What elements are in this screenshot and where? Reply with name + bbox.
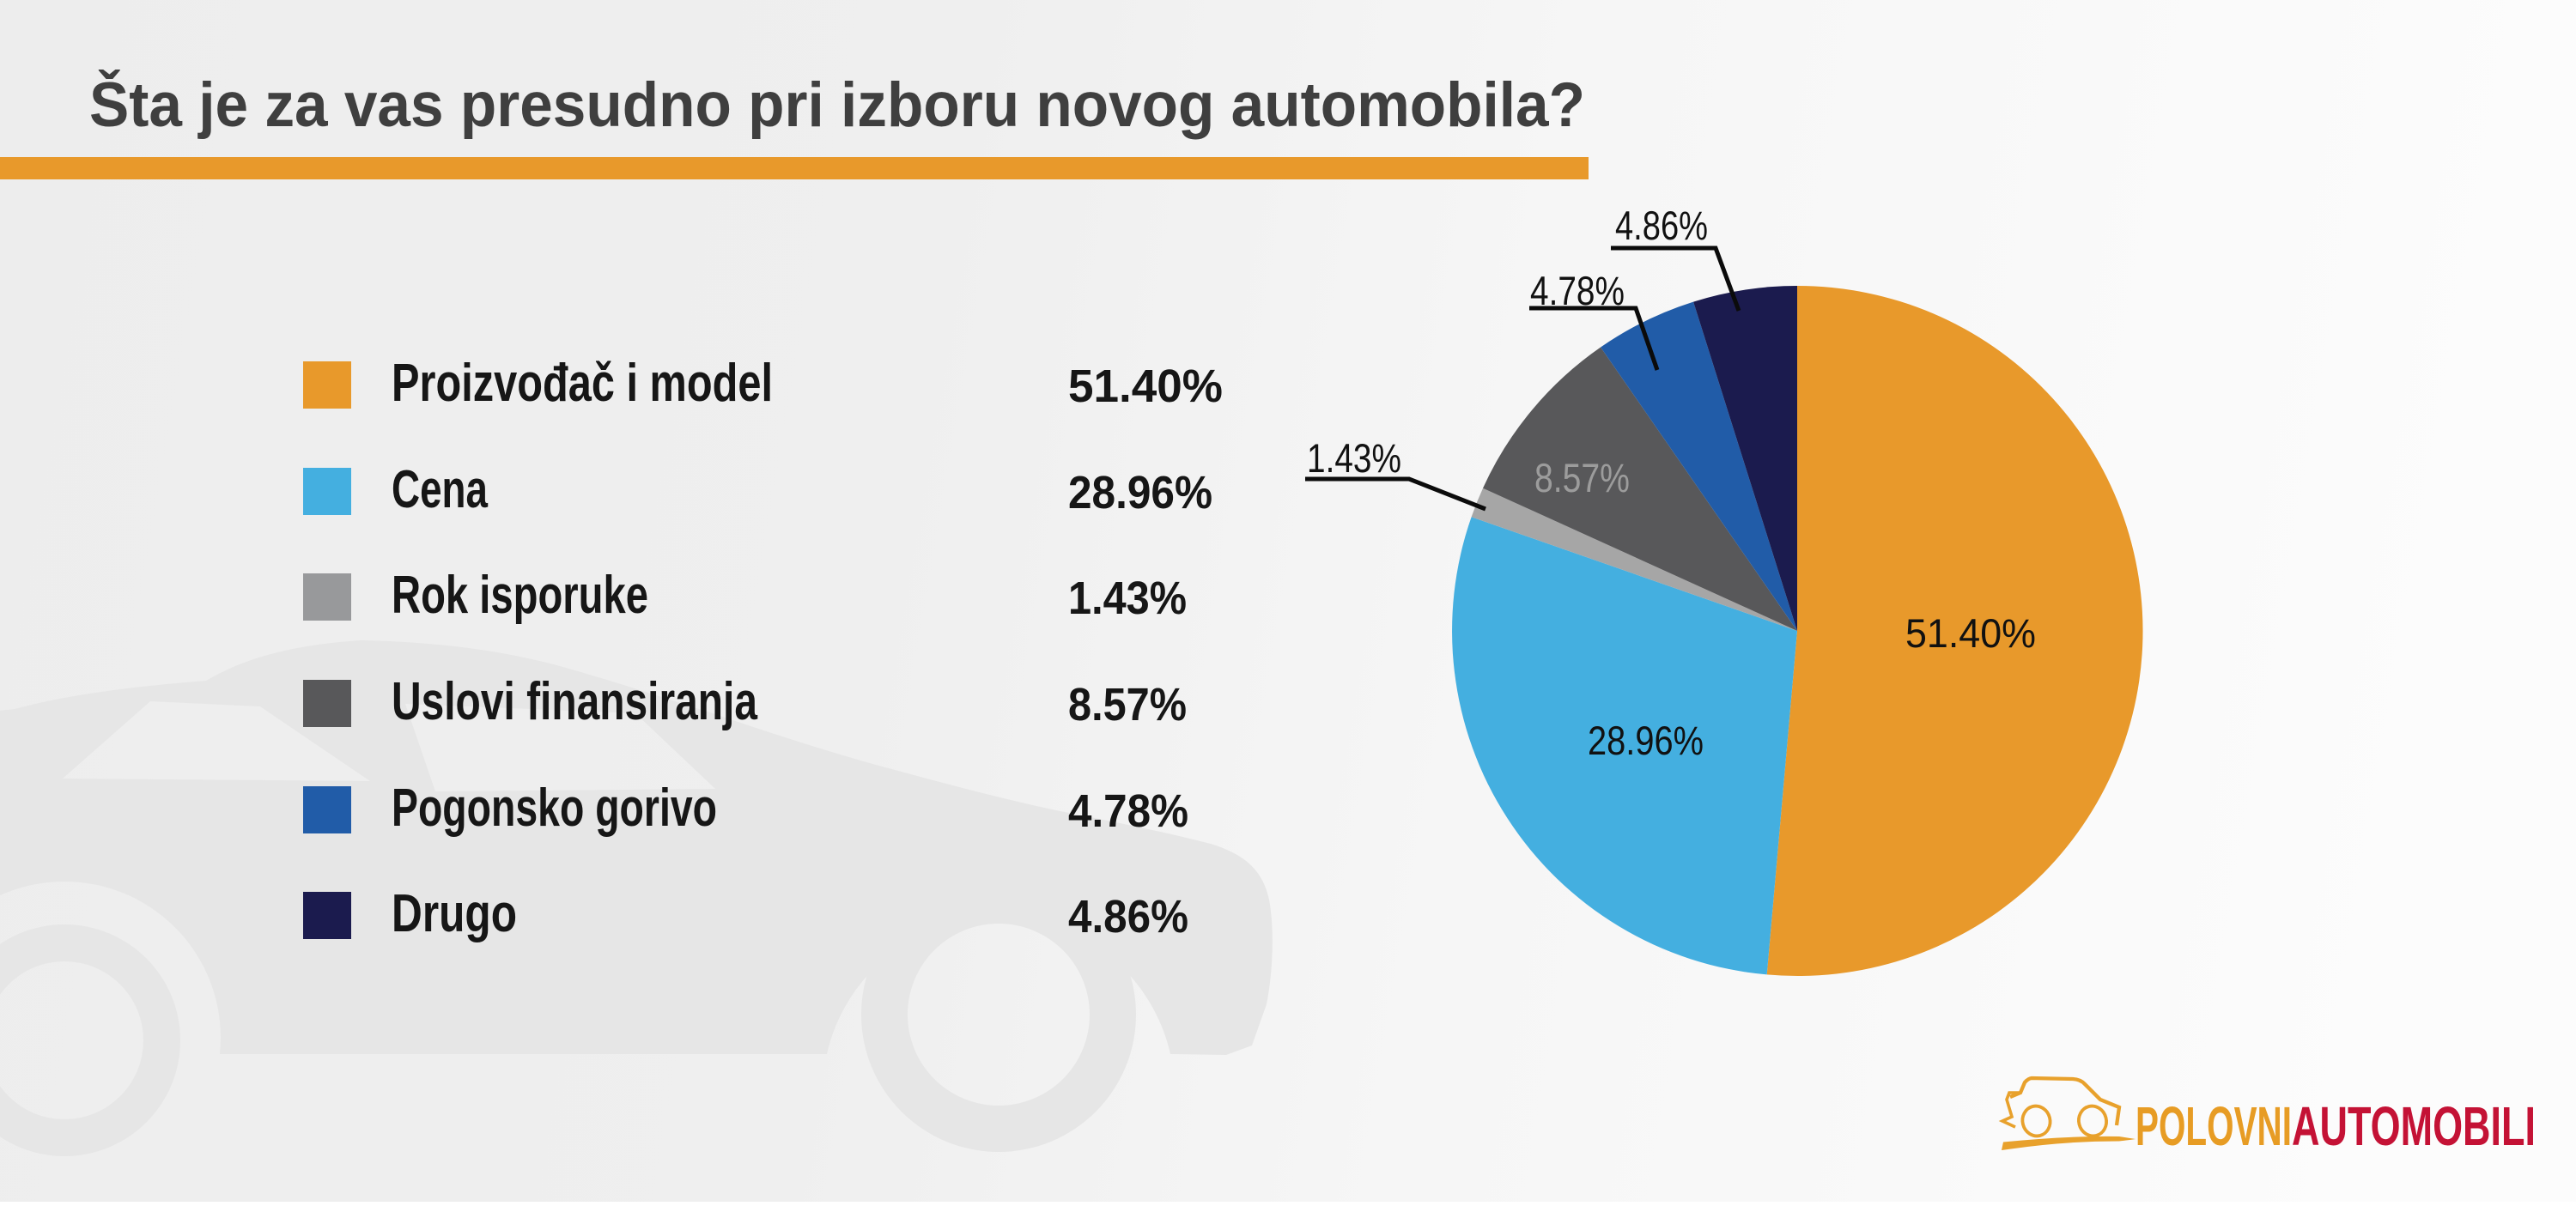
- svg-text:4.86%: 4.86%: [1615, 203, 1708, 248]
- svg-text:Uslovi finansiranja: Uslovi finansiranja: [392, 672, 757, 731]
- svg-text:51.40%: 51.40%: [1905, 610, 2036, 656]
- svg-text:51.40%: 51.40%: [1068, 361, 1223, 412]
- svg-text:POLOVNI: POLOVNI: [2136, 1095, 2292, 1157]
- svg-text:Rok isporuke: Rok isporuke: [392, 566, 648, 625]
- svg-text:AUTOMOBILI: AUTOMOBILI: [2292, 1095, 2536, 1157]
- svg-text:4.86%: 4.86%: [1068, 891, 1188, 942]
- svg-text:Cena: Cena: [392, 460, 488, 519]
- svg-text:Pogonsko gorivo: Pogonsko gorivo: [392, 779, 717, 838]
- svg-text:Drugo: Drugo: [392, 884, 517, 943]
- svg-text:Proizvođač i model: Proizvođač i model: [392, 354, 773, 413]
- svg-text:1.43%: 1.43%: [1307, 435, 1401, 481]
- svg-text:28.96%: 28.96%: [1588, 718, 1704, 763]
- svg-text:1.43%: 1.43%: [1068, 573, 1187, 624]
- svg-text:4.78%: 4.78%: [1530, 268, 1625, 313]
- svg-text:8.57%: 8.57%: [1534, 455, 1630, 500]
- svg-text:8.57%: 8.57%: [1068, 679, 1187, 730]
- svg-text:4.78%: 4.78%: [1068, 785, 1188, 837]
- svg-text:Šta je za vas presudno pri izb: Šta je za vas presudno pri izboru novog …: [89, 70, 1585, 140]
- svg-text:28.96%: 28.96%: [1068, 467, 1212, 518]
